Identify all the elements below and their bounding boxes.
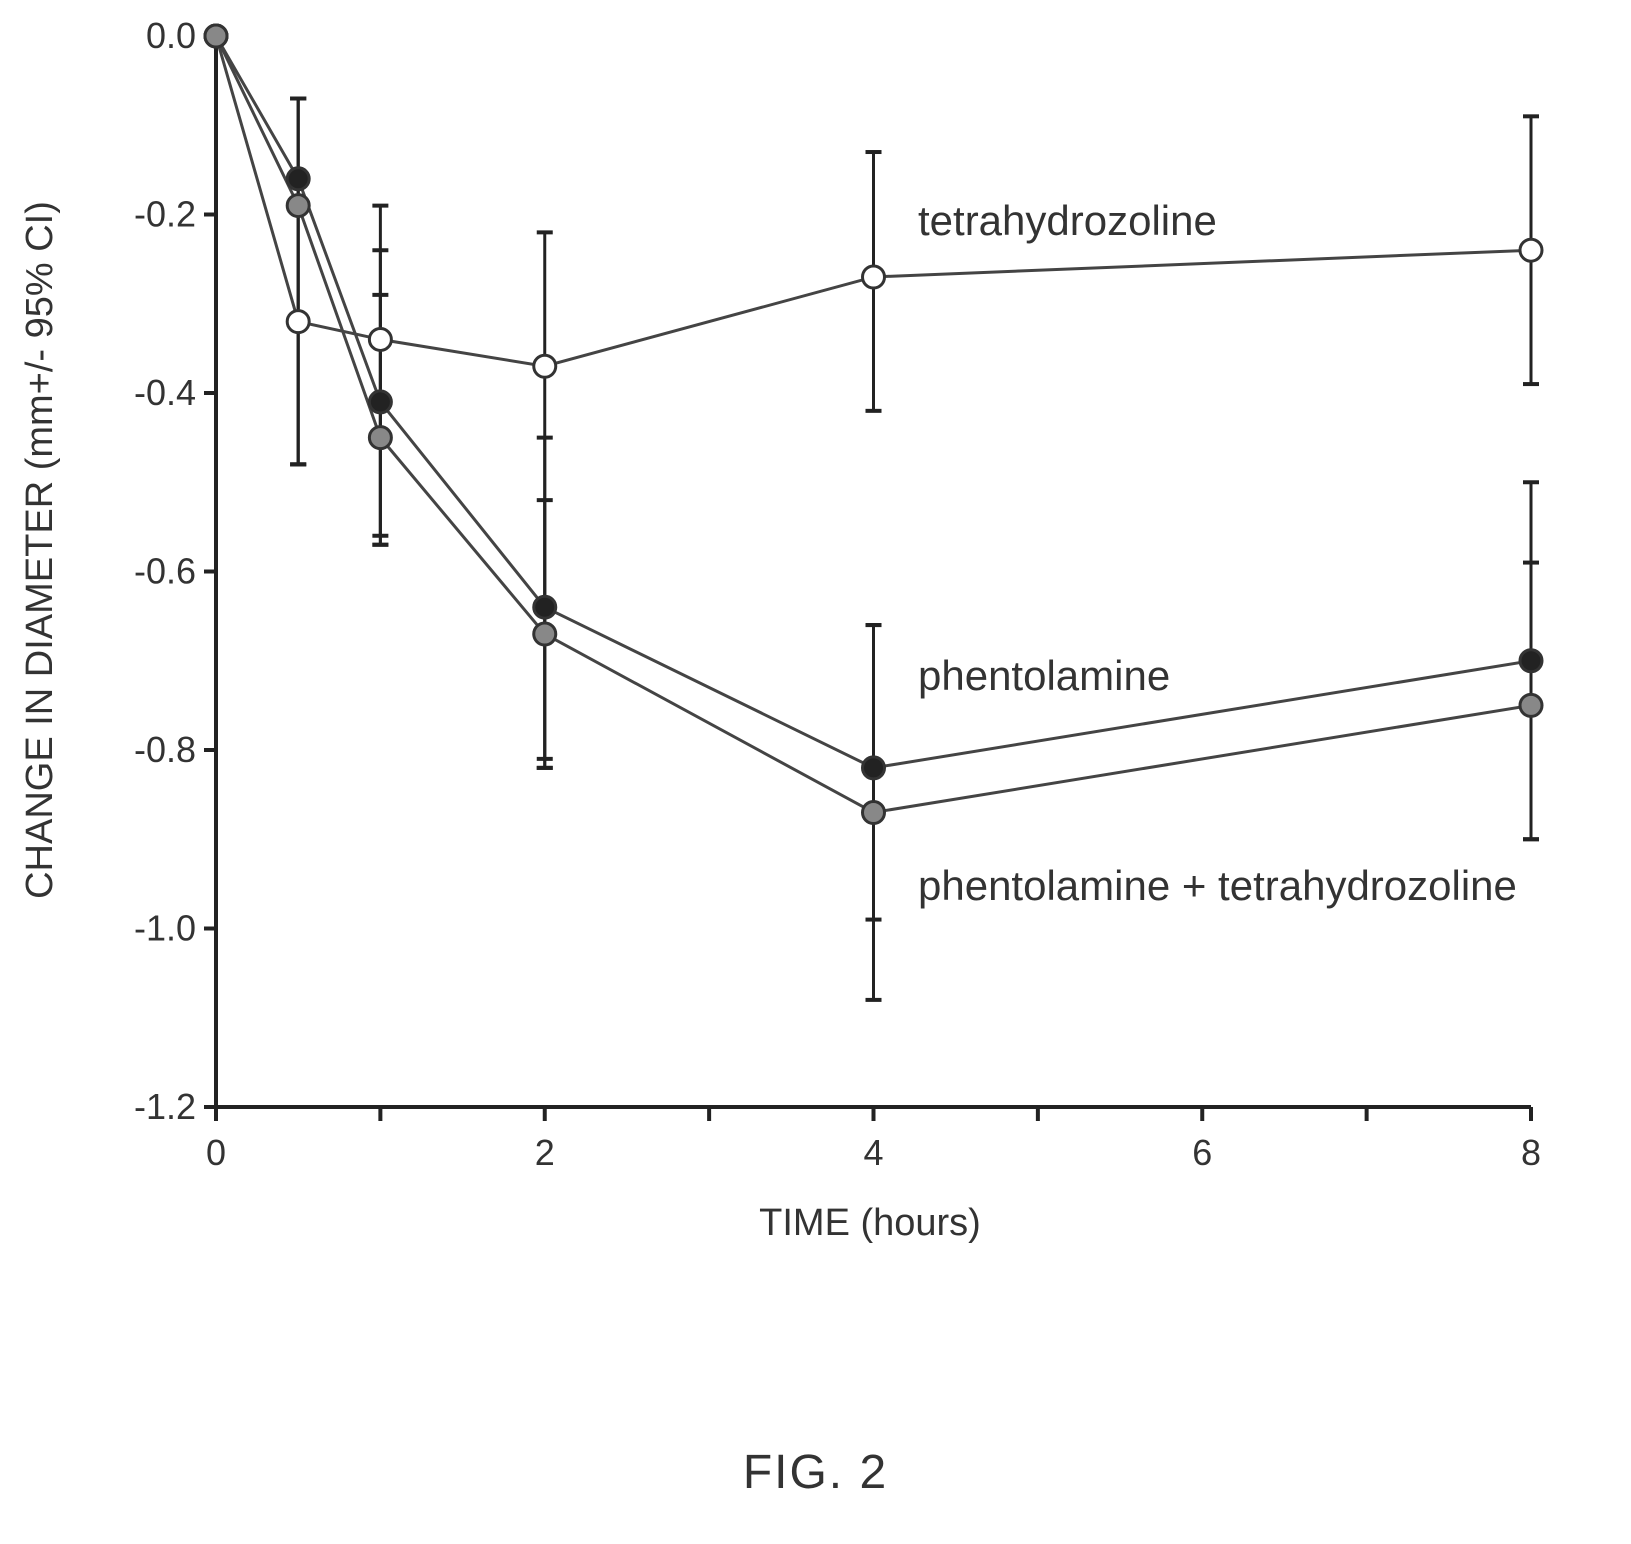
data-point [367,326,393,352]
data-point [861,264,886,290]
y-axis-title: CHANGE IN DIAMETER (mm+/- 95% CI) [19,201,61,899]
x-tick-label: 6 [1192,1132,1212,1173]
y-tick-label: 0.0 [146,15,196,56]
data-point [532,594,558,620]
data-point [285,309,311,335]
data-point [203,23,229,49]
series-label-phentolamine: phentolamine [918,652,1170,699]
series-line [214,35,1532,770]
data-point [532,621,558,647]
data-point [861,799,886,825]
axes: 0.0 -0.2 -0.4 -0.6 -0.8 -1.0 -1.20 2 4 6 8 [134,15,1541,1173]
data-point [285,166,311,192]
y-tick-label: -1.0 [134,908,196,949]
figure-caption: FIG. 2 [742,1446,889,1499]
x-tick-label: 4 [863,1132,883,1173]
series-line [214,35,1532,368]
series-label-tetrahydrozoline: tetrahydrozoline [918,197,1217,244]
data-point [367,389,393,415]
data-point [367,425,393,451]
x-tick-label: 8 [1521,1132,1541,1173]
y-tick-label: -1.2 [134,1086,196,1127]
series-label-phentolamine-tetrahydrozoline: phentolamine + tetrahydrozoline [918,862,1517,909]
data-point [1518,237,1544,263]
series-lines [214,35,1532,815]
y-tick-label: -0.4 [134,372,196,413]
data-point [861,755,886,781]
data-point [1518,692,1544,718]
data-point [532,353,558,379]
series-markers [203,23,1544,825]
x-tick-label: 0 [206,1132,226,1173]
series-line [214,35,1532,815]
y-tick-label: -0.8 [134,729,196,770]
data-point [285,193,311,219]
y-tick-label: -0.6 [134,551,196,592]
y-tick-label: -0.2 [134,194,196,235]
x-tick-label: 2 [535,1132,555,1173]
data-point [1518,648,1544,674]
x-axis-title: TIME (hours) [759,1202,981,1244]
